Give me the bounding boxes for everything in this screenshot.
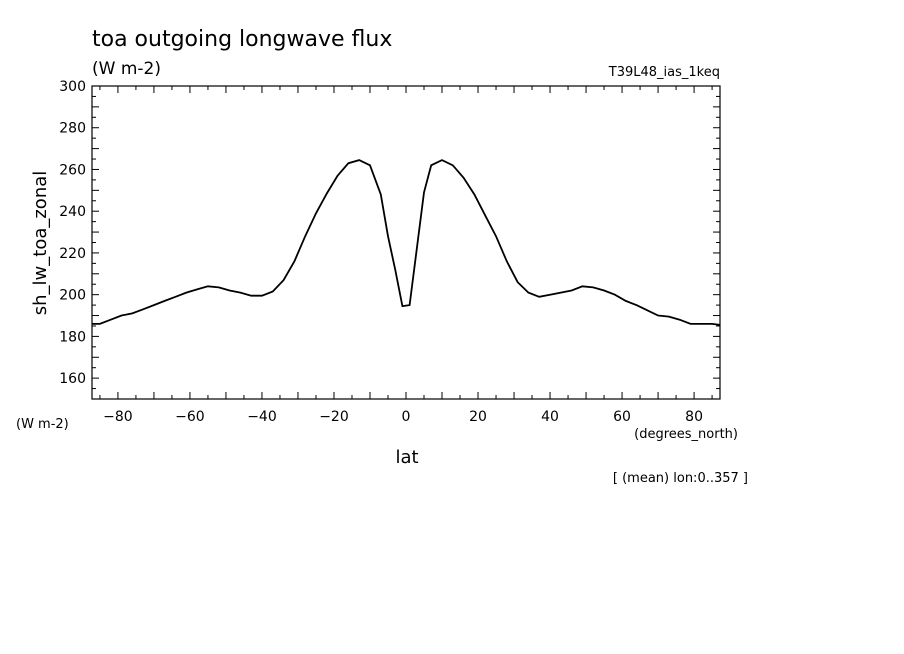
x-tick-label: −80 [103, 409, 133, 425]
plot-frame [91, 85, 721, 400]
x-axis-units: (degrees_north) [634, 427, 738, 442]
x-tick-label: 40 [541, 409, 559, 425]
chart-units: (W m-2) [92, 59, 161, 79]
x-tick-label: 60 [613, 409, 631, 425]
y-tick-label: 240 [59, 204, 86, 220]
y-tick-label: 180 [59, 329, 86, 345]
x-axis-label: lat [395, 447, 418, 468]
y-tick-label: 300 [59, 79, 86, 95]
x-tick-label: 20 [469, 409, 487, 425]
x-tick-label: −20 [319, 409, 349, 425]
y-tick-labels: 160 180 200 220 240 260 280 300 [59, 79, 86, 387]
x-tick-label: 80 [685, 409, 703, 425]
axis-ticks [92, 86, 720, 399]
x-tick-label: −40 [247, 409, 277, 425]
y-tick-label: 220 [59, 246, 86, 262]
y-tick-label: 280 [59, 121, 86, 137]
y-tick-label: 260 [59, 162, 86, 178]
x-tick-labels: −80 −60 −40 −20 0 20 40 60 80 [103, 409, 703, 425]
series-line [92, 159, 721, 326]
y-tick-label: 200 [59, 288, 86, 304]
y-axis-units: (W m-2) [16, 417, 69, 432]
y-axis-label: sh_lw_toa_zonal [30, 171, 51, 316]
footnote: [ (mean) lon:0..357 ] [613, 471, 748, 486]
x-tick-label: 0 [402, 409, 411, 425]
chart-title: toa outgoing longwave flux [92, 27, 392, 52]
experiment-label: T39L48_ias_1keq [608, 65, 720, 80]
x-tick-label: −60 [175, 409, 205, 425]
y-tick-label: 160 [59, 371, 86, 387]
